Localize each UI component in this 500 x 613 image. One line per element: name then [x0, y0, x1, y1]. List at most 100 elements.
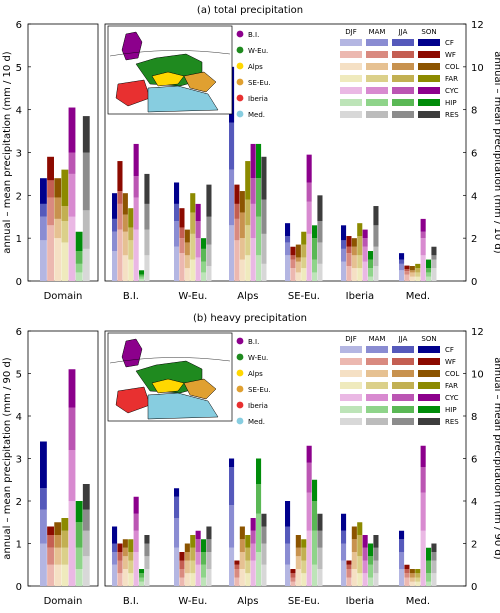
bar-segment [133, 496, 139, 514]
bar-segment [54, 238, 62, 281]
bar-segment [68, 450, 76, 501]
region-legend-label: Alps [248, 63, 263, 71]
bar-segment [47, 197, 54, 226]
bar-segment [40, 240, 47, 281]
bar-segment [256, 143, 262, 179]
bar-segment [250, 203, 256, 239]
bar-segment [61, 206, 69, 222]
bar-segment [68, 107, 76, 153]
bar-segment [239, 526, 245, 540]
bar-segment [139, 276, 145, 279]
bar-segment [285, 255, 291, 281]
bar-segment [61, 530, 69, 548]
bar-segment [139, 274, 145, 277]
bar-segment [341, 530, 347, 544]
bar-segment [245, 199, 251, 226]
type-legend-swatch [340, 75, 362, 82]
bar-segment [82, 116, 90, 153]
bar-segment [420, 255, 426, 281]
bar-segment [206, 569, 212, 586]
season-legend-label: MAM [369, 335, 386, 343]
bar-segment [404, 274, 410, 281]
bar-segment [229, 169, 235, 226]
bar-segment [368, 556, 374, 565]
bar-segment [75, 569, 83, 586]
bar-segment [40, 441, 47, 489]
bar-segment [128, 560, 134, 574]
y-tick-label-right: 12 [471, 327, 484, 338]
bar-segment [239, 539, 245, 552]
bar-segment [40, 543, 47, 586]
bar-segment [261, 526, 267, 544]
category-label: W-Eu. [178, 291, 207, 302]
bar-segment [184, 573, 190, 586]
type-legend-label: CYC [445, 394, 459, 402]
map-region-med [147, 85, 219, 113]
bar-segment [82, 248, 90, 281]
bar-segment [234, 218, 240, 241]
bar-segment [312, 479, 318, 501]
bar-segment [195, 203, 201, 222]
type-legend-swatch [366, 51, 388, 58]
bar-segment [306, 492, 312, 531]
bar-segment [373, 573, 379, 586]
bar-segment [201, 261, 207, 273]
bar-segment [290, 573, 296, 578]
bar-segment [179, 253, 185, 281]
bar-segment [190, 573, 196, 586]
bar-segment [144, 569, 150, 586]
bar-segment [201, 272, 207, 281]
bar-segment [133, 513, 139, 531]
type-legend-swatch [366, 346, 388, 353]
bar-segment [368, 268, 374, 277]
bar-segment [285, 501, 291, 527]
bar-segment [431, 259, 437, 269]
bar-segment [54, 197, 62, 219]
bar-segment [139, 270, 145, 275]
bar-segment [256, 484, 262, 514]
region-legend-label: W-Eu. [248, 47, 268, 55]
bar-segment [229, 458, 235, 467]
bar-segment [426, 560, 432, 574]
type-legend-swatch [418, 358, 440, 365]
bar-segment [295, 556, 301, 569]
bar-segment [431, 573, 437, 586]
region-legend-marker [236, 110, 244, 118]
bar-segment [195, 539, 201, 552]
type-legend-swatch [340, 111, 362, 118]
bar-segment [409, 569, 415, 574]
bar-segment [184, 229, 190, 243]
bar-segment [234, 184, 240, 204]
bar-segment [117, 229, 123, 281]
bar-segment [295, 569, 301, 586]
bar-segment [420, 218, 426, 232]
region-legend-marker [236, 62, 244, 70]
bar-segment [47, 156, 54, 181]
bar-segment [68, 407, 76, 450]
bar-segment [312, 238, 318, 260]
bar-segment [261, 564, 267, 586]
bar-segment [426, 573, 432, 582]
bar-segment [112, 526, 118, 544]
region-legend-marker [236, 417, 244, 425]
y-tick-label-right: 12 [471, 20, 484, 31]
bar-segment [144, 543, 150, 557]
bar-segment [431, 552, 437, 561]
bar-segment [174, 547, 180, 586]
type-legend-swatch [340, 87, 362, 94]
bar-segment [75, 231, 83, 252]
bar-segment [415, 573, 421, 578]
bar-segment [174, 182, 180, 204]
bar-segment [426, 259, 432, 269]
map-region-se-eu [183, 71, 217, 93]
y-tick-label: 2 [16, 191, 22, 202]
bar-segment [54, 522, 62, 535]
bar-segment [234, 569, 240, 578]
bar-segment [174, 221, 180, 247]
bar-segment [144, 173, 150, 204]
bar-segment [245, 255, 251, 281]
bar-segment [190, 233, 196, 260]
type-legend-swatch [392, 406, 414, 413]
category-label: Domain [44, 291, 83, 302]
